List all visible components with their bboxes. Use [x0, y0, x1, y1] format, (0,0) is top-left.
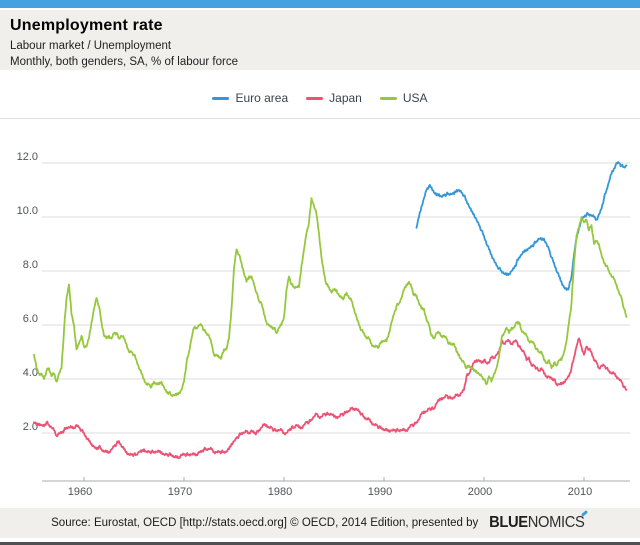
series-line-japan — [33, 337, 628, 460]
chart-legend: Euro area Japan USA — [0, 88, 640, 108]
chart-area: 2.0 4.0 6.0 8.0 10.0 12.0 1960 1970 1980 1990 2000… — [0, 118, 640, 508]
series-line-euro-area — [415, 161, 628, 291]
x-tick-label: 2000 — [468, 486, 492, 498]
source-attribution: Source: Eurostat, OECD [http://stats.oec… — [51, 517, 479, 529]
legend-label: Japan — [329, 91, 362, 105]
header-divider — [0, 118, 640, 119]
x-tick-label: 1990 — [368, 486, 392, 498]
page-title: Unemployment rate — [10, 17, 163, 34]
x-tick-label: 1970 — [168, 486, 192, 498]
series-line-usa — [33, 197, 628, 398]
y-tick-label: 2.0 — [23, 421, 38, 433]
footer-bar: Source: Eurostat, OECD [http://stats.oec… — [0, 508, 640, 538]
x-tick-label: 1960 — [68, 486, 92, 498]
y-tick-label: 4.0 — [23, 367, 38, 379]
legend-item-japan[interactable]: Japan — [306, 91, 362, 105]
legend-item-euro-area[interactable]: Euro area — [212, 91, 288, 105]
bottom-edge-line — [0, 542, 640, 545]
y-tick-label: 8.0 — [23, 259, 38, 271]
legend-swatch-icon — [306, 96, 324, 100]
unemployment-chart: 2.0 4.0 6.0 8.0 10.0 12.0 1960 1970 1980 1990 2000… — [17, 151, 630, 498]
logo-text-bold: BLUE — [489, 514, 529, 531]
legend-label: Euro area — [235, 91, 289, 105]
y-tick-label: 6.0 — [23, 313, 38, 325]
legend-item-usa[interactable]: USA — [379, 91, 428, 105]
top-accent-bar — [0, 0, 640, 8]
y-tick-label: 10.0 — [17, 205, 38, 217]
legend-label: USA — [402, 91, 428, 105]
y-tick-label: 12.0 — [17, 151, 38, 163]
chart-subtitle: Monthly, both genders, SA, % of labour f… — [10, 56, 238, 68]
x-tick-label: 1980 — [268, 486, 292, 498]
x-tick-label: 2010 — [568, 486, 592, 498]
legend-swatch-icon — [379, 96, 397, 100]
bluenomics-logo: BLUENOMICS — [489, 510, 588, 531]
legend-swatch-icon — [212, 96, 230, 100]
breadcrumb: Labour market / Unemployment — [10, 40, 172, 52]
logo-text-light: NOMICS — [528, 514, 585, 531]
chart-header: Unemployment rate Labour market / Unempl… — [0, 10, 640, 70]
